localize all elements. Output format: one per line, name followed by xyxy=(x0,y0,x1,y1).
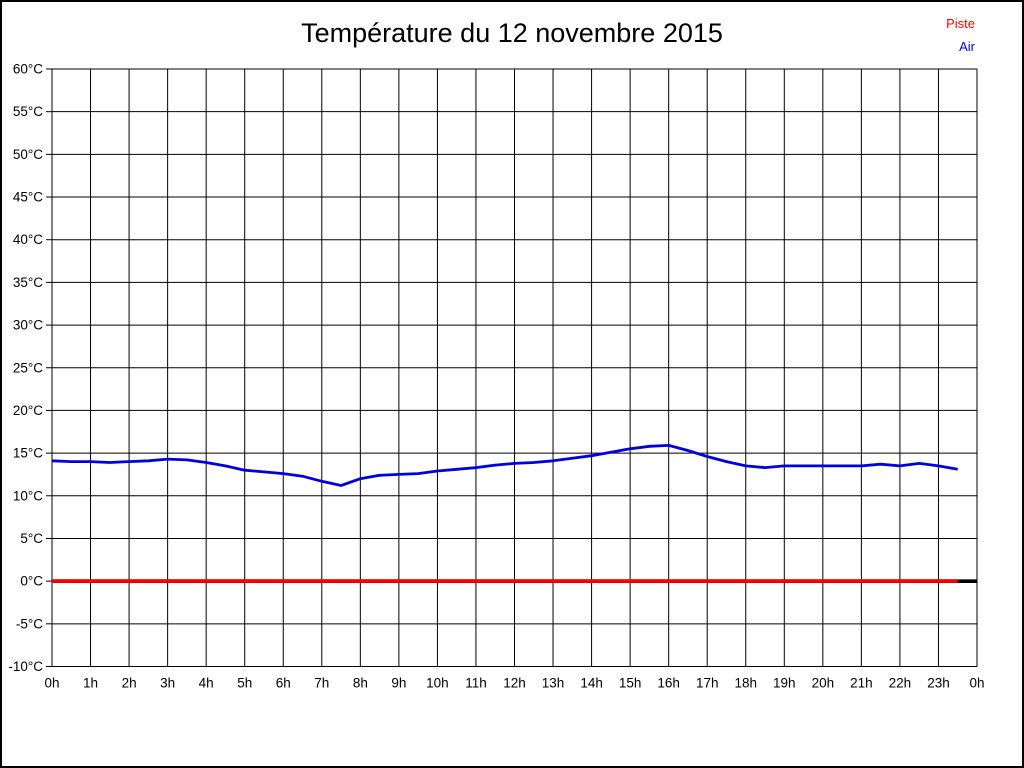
svg-text:17h: 17h xyxy=(696,676,719,691)
svg-text:9h: 9h xyxy=(391,676,406,691)
svg-text:0°C: 0°C xyxy=(20,574,43,589)
svg-text:30°C: 30°C xyxy=(13,318,43,333)
svg-text:8h: 8h xyxy=(353,676,368,691)
svg-text:0h: 0h xyxy=(969,676,984,691)
series-line-air xyxy=(51,443,958,487)
svg-text:14h: 14h xyxy=(580,676,603,691)
svg-text:50°C: 50°C xyxy=(13,147,43,162)
x-axis-labels: 0h 1h 2h 3h 4h 5h 6h 7h 8h 9h 10h 11h 12h 13h 14h 15h 16… xyxy=(44,676,984,691)
svg-text:1h: 1h xyxy=(83,676,98,691)
chart-legend: Piste Air xyxy=(946,12,975,58)
y-axis-labels: 60°C 55°C 50°C 45°C 40°C 35°C 30°C 25°C 20°C 15°C… xyxy=(8,62,43,675)
svg-text:10°C: 10°C xyxy=(13,488,43,503)
legend-item-air: Air xyxy=(959,39,975,54)
svg-text:20h: 20h xyxy=(812,676,835,691)
svg-text:3h: 3h xyxy=(160,676,175,691)
svg-text:7h: 7h xyxy=(314,676,329,691)
svg-text:6h: 6h xyxy=(276,676,291,691)
svg-text:5°C: 5°C xyxy=(20,531,43,546)
svg-text:0h: 0h xyxy=(44,676,59,691)
legend-item-piste: Piste xyxy=(946,16,975,31)
svg-text:60°C: 60°C xyxy=(13,62,43,77)
svg-text:21h: 21h xyxy=(850,676,873,691)
svg-text:45°C: 45°C xyxy=(13,190,43,205)
svg-text:2h: 2h xyxy=(122,676,137,691)
grid-lines xyxy=(46,68,978,667)
svg-text:-10°C: -10°C xyxy=(8,659,43,674)
svg-text:19h: 19h xyxy=(773,676,796,691)
svg-text:40°C: 40°C xyxy=(13,232,43,247)
svg-text:10h: 10h xyxy=(426,676,449,691)
svg-text:23h: 23h xyxy=(927,676,950,691)
svg-text:25°C: 25°C xyxy=(13,360,43,375)
svg-text:13h: 13h xyxy=(542,676,565,691)
svg-text:35°C: 35°C xyxy=(13,275,43,290)
svg-text:12h: 12h xyxy=(503,676,526,691)
svg-text:18h: 18h xyxy=(734,676,757,691)
svg-text:11h: 11h xyxy=(465,676,487,691)
svg-text:22h: 22h xyxy=(889,676,912,691)
page-title: Température du 12 novembre 2015 xyxy=(301,18,723,48)
svg-text:16h: 16h xyxy=(657,676,680,691)
svg-text:15h: 15h xyxy=(619,676,642,691)
svg-text:55°C: 55°C xyxy=(13,104,43,119)
svg-text:4h: 4h xyxy=(199,676,214,691)
svg-text:5h: 5h xyxy=(237,676,252,691)
svg-text:-5°C: -5°C xyxy=(16,616,43,631)
svg-text:15°C: 15°C xyxy=(13,446,43,461)
svg-text:20°C: 20°C xyxy=(13,403,43,418)
